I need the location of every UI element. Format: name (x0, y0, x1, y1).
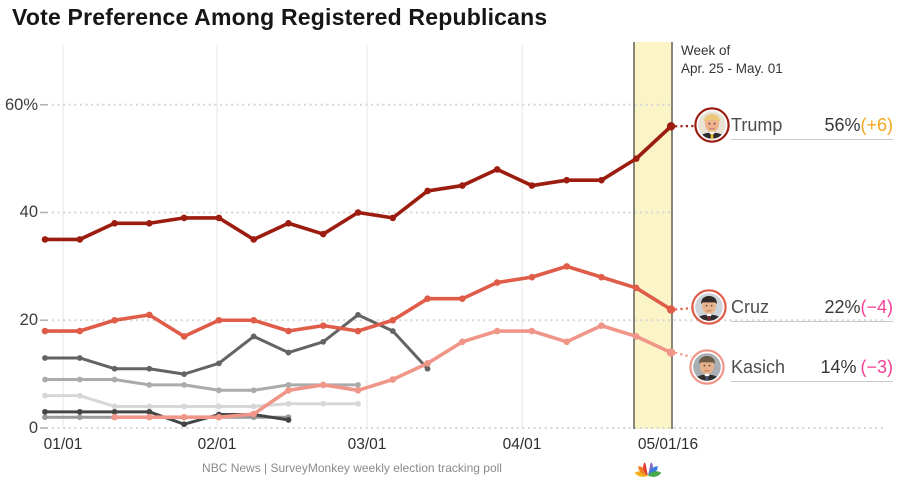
x-axis-label-apr: 04/01 (502, 436, 542, 453)
kasich-pct-value: 14% (820, 356, 857, 377)
y-axis-label-0: 0 (28, 419, 38, 437)
kasich-photo-avatar (689, 349, 725, 385)
x-axis-label-may: 05/01/16 (637, 436, 699, 453)
kasich-name-label: Kasich (731, 356, 786, 377)
cruz-delta-value: (−4) (860, 296, 893, 317)
chart-title: Vote Preference Among Registered Republi… (12, 4, 548, 30)
cruz-pct-value: 22% (824, 296, 861, 317)
nbc-peacock-logo (634, 460, 662, 477)
x-axis-label-jan: 01/01 (43, 436, 83, 453)
x-axis-label-mar: 03/01 (347, 436, 387, 453)
y-axis-label-20: 20 (19, 311, 38, 329)
trump-pct-value: 56% (824, 114, 861, 135)
source-attribution: NBC News | SurveyMonkey weekly election … (202, 461, 502, 475)
y-axis-label-60: 60% (4, 96, 38, 114)
x-axis-label-feb: 02/01 (197, 436, 237, 453)
trump-delta-value: (+6) (860, 114, 893, 135)
y-axis-label-40: 40 (19, 203, 38, 221)
trump-photo-avatar (694, 107, 730, 143)
trump-name-label: Trump (731, 114, 783, 135)
cruz-photo-avatar (691, 289, 727, 325)
annotation-line1: Week of (681, 43, 731, 58)
trump-result-row: Trump 56% (+6) (731, 111, 893, 140)
highlight-week-annotation: Week of Apr. 25 - May. 01 (681, 42, 783, 78)
annotation-line2: Apr. 25 - May. 01 (681, 61, 783, 76)
cruz-name-label: Cruz (731, 296, 770, 317)
kasich-delta-value: (−3) (860, 356, 893, 377)
kasich-result-row: Kasich 14% (−3) (731, 353, 893, 382)
cruz-result-row: Cruz 22% (−4) (731, 293, 893, 322)
